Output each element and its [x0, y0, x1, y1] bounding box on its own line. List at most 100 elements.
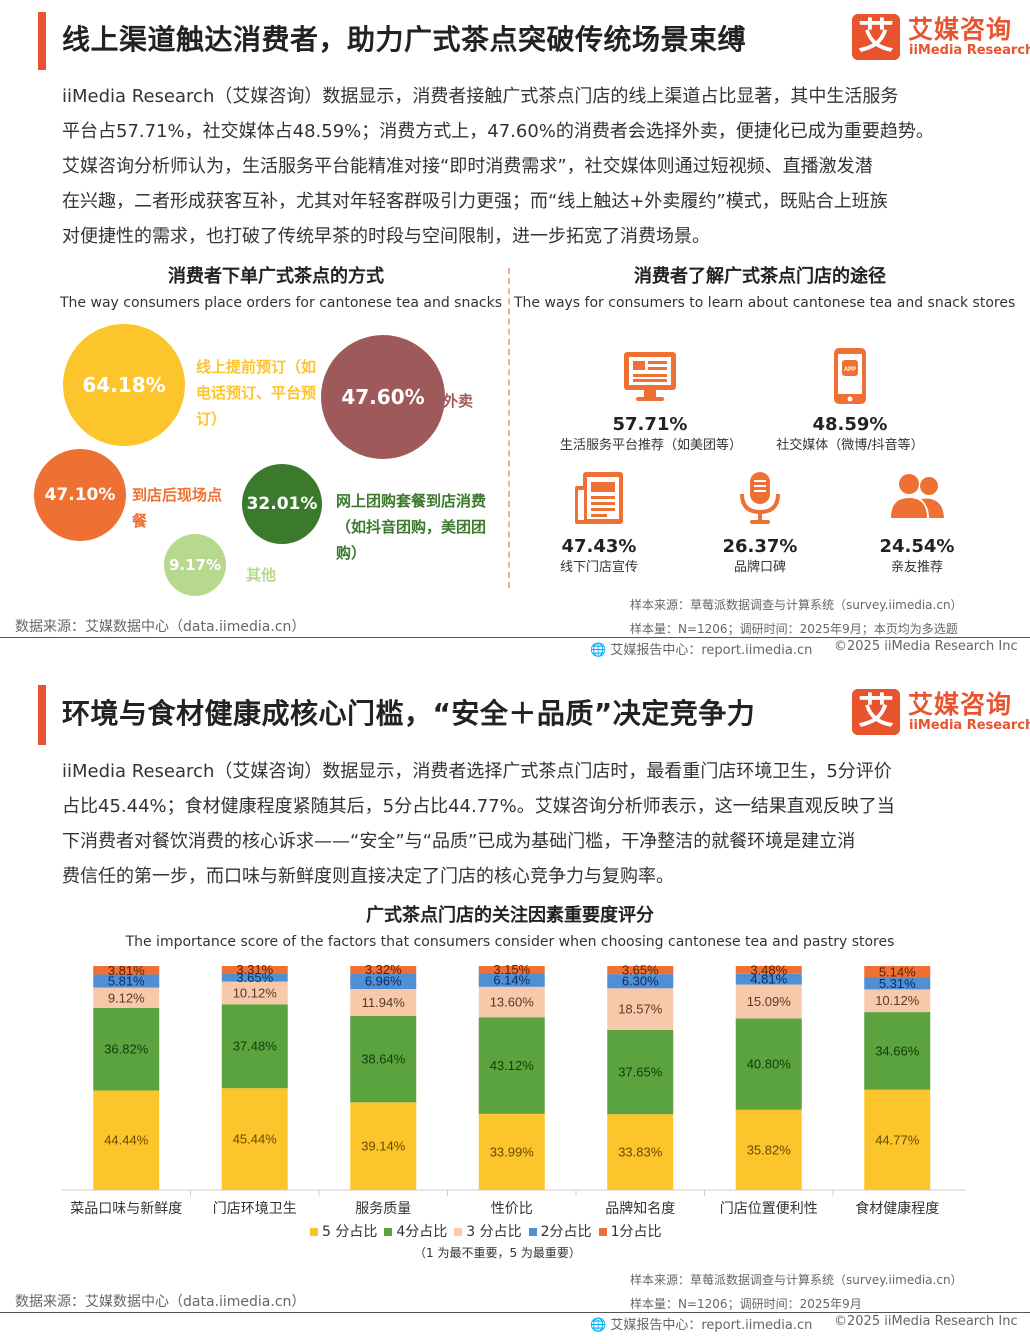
paragraph-line: 艾媒咨询分析师认为，生活服务平台能精准对接“即时消费需求”，社交媒体则通过短视频…: [62, 156, 873, 177]
bubble-label-4: 网上团购套餐到店消费（如抖音团购，美团团购）: [336, 492, 487, 562]
bar-data-label: 38.64%: [361, 1052, 406, 1067]
bar-data-label: 45.44%: [233, 1132, 278, 1147]
channel-stat-label: 生活服务平台推荐（如美团等）: [560, 438, 743, 453]
legend-swatch: [454, 1228, 463, 1236]
channel-stat-value: 24.54%: [879, 536, 955, 557]
legend-swatch: [598, 1228, 607, 1236]
legend-label: 5 分占比: [322, 1224, 378, 1240]
paragraph-line: 在兴趣，二者形成获客互补，尤其对年轻客群吸引力更强；而“线上触达+外卖履约”模式…: [62, 191, 888, 212]
people-icon: [887, 468, 947, 528]
bar-segment: [864, 966, 931, 978]
bar-segment: [221, 981, 288, 1005]
bar-data-label: 3.48%: [750, 962, 787, 977]
section1-paragraph: iiMedia Research（艾媒咨询）数据显示，消费者接触广式茶点门店的线…: [62, 79, 982, 254]
bar-data-label: 3.32%: [365, 962, 402, 977]
bar-data-label: 6.14%: [493, 972, 530, 987]
logo-mark: 艾: [852, 14, 900, 60]
bar-segment: [221, 1088, 288, 1190]
bar-segment: [350, 1102, 417, 1190]
section1-sample-source: 样本来源：草莓派数据调查与计算系统（survey.iimedia.cn）: [630, 598, 963, 612]
channel-stat-3: 47.43% 线下门店宣传: [530, 468, 668, 579]
section1-data-source: 数据来源：艾媒数据中心（data.iimedia.cn）: [15, 619, 306, 635]
bar-segment: [350, 966, 417, 974]
phone-app-icon: APP: [820, 346, 880, 406]
section2-paragraph: iiMedia Research（艾媒咨询）数据显示，消费者选择广式茶点门店时，…: [62, 754, 982, 894]
section1-copyright: ©2025 iiMedia Research Inc: [834, 639, 1018, 654]
bar-data-label: 36.82%: [104, 1042, 149, 1057]
bar-data-label: 3.65%: [622, 963, 659, 978]
footer-report-text: 艾媒报告中心：report.iimedia.cn: [610, 1318, 813, 1333]
category-label: 服务质量: [355, 1201, 411, 1217]
channel-stat-1: 57.71% 生活服务平台推荐（如美团等）: [560, 346, 743, 457]
bar-data-label: 3.65%: [236, 970, 273, 985]
category-label: 食材健康程度: [855, 1200, 939, 1217]
channel-stat-label: 品牌口碑: [733, 560, 786, 575]
paragraph-line: 下消费者对餐饮消费的核心诉求——“安全”与“品质”已成为基础门槛，干净整洁的就餐…: [62, 831, 856, 852]
bar-segment: [478, 986, 545, 1018]
bar-data-label: 33.99%: [490, 1144, 535, 1159]
bar-data-label: 33.83%: [618, 1145, 663, 1160]
bar-segment: [735, 1018, 802, 1110]
legend-item: 4分占比: [384, 1224, 447, 1240]
section2-sample-size: 样本量：N=1206；调研时间：2025年9月: [630, 1297, 862, 1311]
bubble-4: 32.01%: [242, 464, 322, 544]
channel-stat-label: 社交媒体（微博/抖音等）: [776, 438, 924, 453]
bar-segment: [221, 973, 288, 982]
bar-data-label: 5.31%: [879, 976, 916, 991]
section1-footer-report: 🌐 艾媒报告中心：report.iimedia.cn: [590, 639, 812, 658]
section2-footer-line: [0, 1312, 1030, 1313]
bar-data-label: 35.82%: [747, 1142, 792, 1157]
bar-segment: [607, 988, 674, 1030]
bubble-label-1: 线上提前预订（如电话预订、平台预订）: [196, 358, 317, 428]
iimedia-logo: 艾 艾媒咨询 iiMedia Research: [852, 12, 1030, 64]
legend-label: 2分占比: [540, 1224, 592, 1240]
section2-data-source: 数据来源：艾媒数据中心（data.iimedia.cn）: [15, 1294, 306, 1310]
bar-data-label: 37.48%: [233, 1039, 278, 1054]
bar-segment: [607, 974, 674, 989]
bar-data-label: 37.65%: [618, 1065, 663, 1080]
section-divider: [508, 268, 510, 588]
bar-segment: [93, 987, 160, 1008]
category-label: 菜品口味与新鲜度: [70, 1201, 182, 1217]
bar-data-label: 6.96%: [365, 974, 402, 989]
paragraph-line: 占比45.44%；食材健康程度紧随其后，5分占比44.77%。艾媒咨询分析师表示…: [62, 796, 895, 817]
bar-segment: [735, 1109, 802, 1190]
category-label: 门店环境卫生: [213, 1201, 297, 1217]
paragraph-line: 费信任的第一步，而口味与新鲜度则直接决定了门店的核心竞争力与复购率。: [62, 866, 674, 887]
left-chart-title: 消费者下单广式茶点的方式: [168, 266, 384, 287]
bar-data-label: 40.80%: [747, 1057, 792, 1072]
bar-segment: [350, 989, 417, 1016]
bar-segment: [864, 1089, 931, 1190]
bar-data-label: 3.31%: [236, 962, 273, 977]
bar-segment: [478, 973, 545, 987]
section2-title: 环境与食材健康成核心门槛，“安全＋品质”决定竞争力: [62, 697, 756, 730]
section1-sample-size: 样本量：N=1206；调研时间：2025年9月；本页均为多选题: [630, 622, 958, 636]
legend-note: （1 为最不重要，5 为最重要）: [414, 1246, 581, 1260]
section2-accent-bar: [38, 685, 46, 745]
bar-chart-title: 广式茶点门店的关注因素重要度评分: [366, 905, 654, 926]
bar-data-label: 44.44%: [104, 1133, 149, 1148]
bar-data-label: 43.12%: [490, 1058, 535, 1073]
bar-data-label: 4.81%: [750, 972, 787, 987]
bar-segment: [864, 977, 931, 990]
channel-stat-label: 亲友推荐: [890, 560, 943, 575]
legend-swatch: [528, 1228, 537, 1236]
paragraph-line: 平台占57.71%，社交媒体占48.59%；消费方式上，47.60%的消费者会选…: [62, 121, 934, 142]
bar-segment: [607, 966, 674, 975]
bubble-label-2: 点外卖: [428, 392, 474, 410]
channel-stat-5: 24.54% 亲友推荐: [850, 468, 984, 579]
bar-data-label: 44.77%: [875, 1132, 920, 1147]
bar-chart-subtitle: The importance score of the factors that…: [125, 934, 895, 950]
bar-data-label: 6.30%: [622, 974, 659, 989]
bar-segment: [864, 989, 931, 1013]
bubble-2: 47.60%: [321, 335, 445, 459]
section1-title: 线上渠道触达消费者，助力广式茶点突破传统场景束缚: [62, 23, 747, 56]
legend-label: 4分占比: [396, 1224, 448, 1240]
legend-swatch: [310, 1228, 318, 1236]
channel-stat-value: 47.43%: [561, 536, 637, 557]
legend-item: 1分占比: [598, 1224, 662, 1240]
bar-segment: [221, 966, 288, 974]
legend-label: 1分占比: [610, 1224, 662, 1240]
bar-data-label: 34.66%: [875, 1043, 920, 1058]
bubble-label-3: 到店后现场点餐: [132, 486, 223, 530]
